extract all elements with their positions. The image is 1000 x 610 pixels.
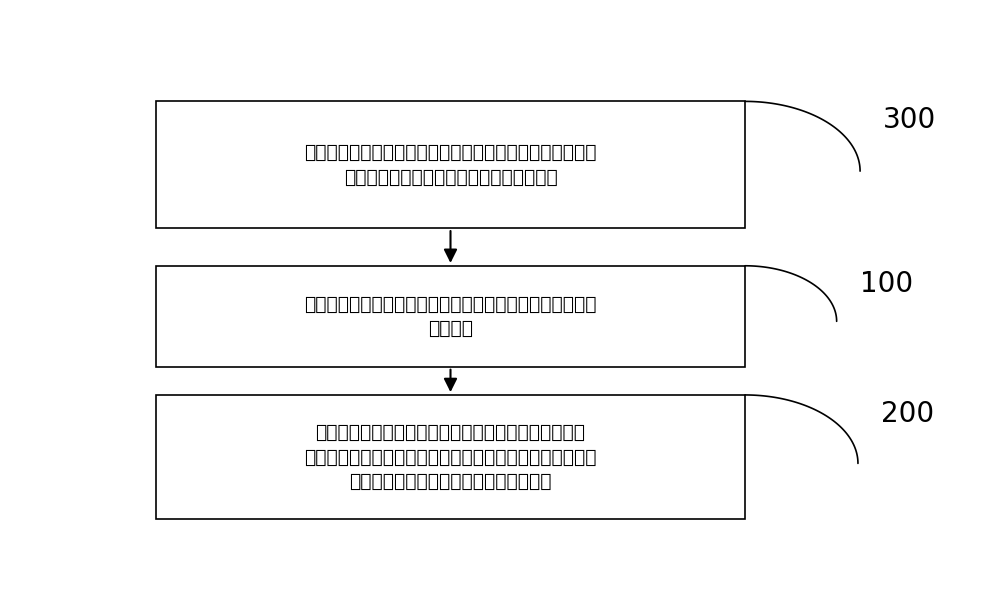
- Text: 300: 300: [883, 106, 937, 134]
- Text: 根据预先获取的所述海洋气枪所能产生的最大振幅标准: 根据预先获取的所述海洋气枪所能产生的最大振幅标准: [316, 423, 586, 442]
- Text: 值、所述海洋气枪与所述近场检波器之间的距离及所述子波: 值、所述海洋气枪与所述近场检波器之间的距离及所述子波: [304, 448, 597, 467]
- Text: 根据所述海洋气枪的型号、容量、压力及沉放深度计算所述: 根据所述海洋气枪的型号、容量、压力及沉放深度计算所述: [304, 143, 597, 162]
- Text: 通过所述近场检波器采集海洋气枪阵列中的每个海洋气枪的: 通过所述近场检波器采集海洋气枪阵列中的每个海洋气枪的: [304, 295, 597, 314]
- Text: 海洋气枪激发后所能产生的最大振幅标准值: 海洋气枪激发后所能产生的最大振幅标准值: [344, 168, 557, 187]
- Text: 子波信号: 子波信号: [428, 319, 473, 338]
- Text: 信号生成所述近场检波器的灵敏度校准值: 信号生成所述近场检波器的灵敏度校准值: [349, 472, 552, 491]
- Text: 200: 200: [881, 400, 934, 428]
- Bar: [156, 266, 745, 367]
- Text: 100: 100: [860, 270, 913, 298]
- Bar: [156, 395, 745, 520]
- Bar: [156, 101, 745, 228]
